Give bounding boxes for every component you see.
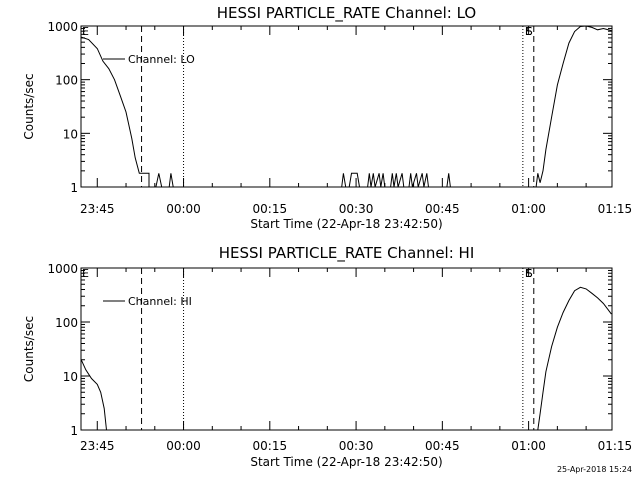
marker-label: E [82,25,89,38]
y-tick-label: 100 [55,316,78,330]
chart-panel-1 [80,267,613,431]
x-tick-label: 00:00 [166,202,201,216]
x-axis-label: Start Time (22-Apr-18 23:42:50) [250,217,442,231]
y-axis-label: Counts/sec [22,73,36,139]
series-line [80,286,612,431]
legend-label: Channel: LO [128,53,195,66]
y-tick-label: 1 [70,181,78,195]
marker-label: S [526,267,533,280]
plot-frame [80,267,613,431]
marker-label: E [525,25,532,38]
y-tick-label: 100 [55,74,78,88]
x-tick-label: 00:30 [339,439,374,453]
chart-panel-0 [80,25,613,188]
marker-label: S [526,25,533,38]
footer-timestamp: 25-Apr-2018 15:24 [556,465,632,474]
chart-title: HESSI PARTICLE_RATE Channel: HI [219,244,475,263]
marker-label: E [525,267,532,280]
y-tick-label: 10 [63,370,78,384]
chart-title: HESSI PARTICLE_RATE Channel: LO [217,4,476,23]
x-tick-label: 00:00 [166,439,201,453]
y-tick-label: 10 [63,127,78,141]
y-tick-label: 1000 [47,20,78,34]
y-tick-label: 1 [70,424,78,438]
x-tick-label: 23:45 [80,202,115,216]
x-tick-label: 00:30 [339,202,374,216]
x-tick-label: 23:45 [80,439,115,453]
legend-label: Channel: HI [128,295,192,308]
plot-frame [80,25,613,188]
marker-label: E [82,267,89,280]
x-tick-label: 00:45 [425,439,460,453]
x-tick-label: 00:45 [425,202,460,216]
x-tick-label: 01:00 [511,202,546,216]
x-tick-label: 01:00 [511,439,546,453]
x-tick-label: 00:15 [253,439,288,453]
x-axis-label: Start Time (22-Apr-18 23:42:50) [250,455,442,469]
y-tick-label: 1000 [47,262,78,276]
x-tick-label: 01:15 [598,439,633,453]
x-tick-label: 01:15 [598,202,633,216]
y-axis-label: Counts/sec [22,316,36,382]
series-line [81,25,612,188]
x-tick-label: 00:15 [253,202,288,216]
